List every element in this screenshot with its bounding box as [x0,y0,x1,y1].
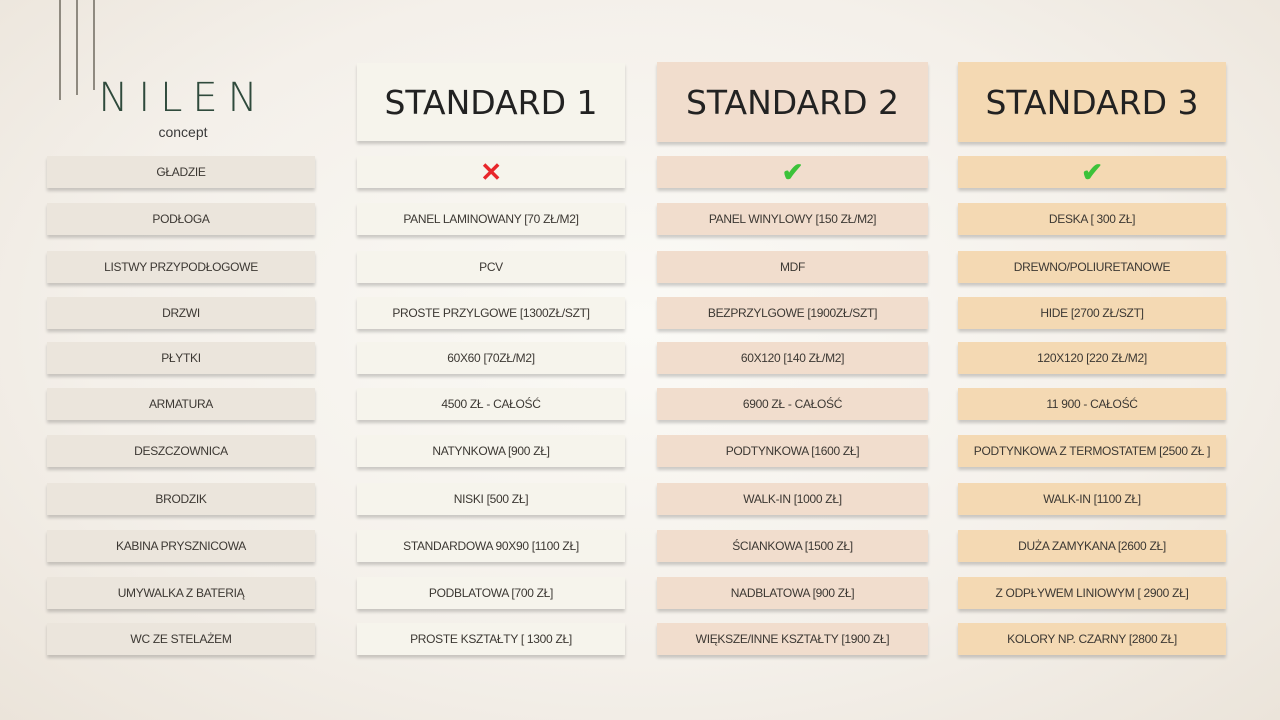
standard-2-cell: WIĘKSZE/INNE KSZTAŁTY [1900 ZŁ] [657,623,928,655]
header-standard-2: STANDARD 2 [657,62,928,142]
standard-2-cell: BEZPRZYLGOWE [1900ZŁ/SZT] [657,297,928,329]
row-label: KABINA PRYSZNICOWA [47,530,315,562]
logo-subtitle: concept [158,124,208,140]
decorative-line [93,0,95,90]
row-label: DESZCZOWNICA [47,435,315,467]
standard-1-cell: ✕ [357,156,625,188]
row-label: PODŁOGA [47,203,315,235]
standard-3-cell: DESKA [ 300 ZŁ] [958,203,1226,235]
standard-1-cell: 60X60 [70ZŁ/M2] [357,342,625,374]
standard-2-cell: WALK-IN [1000 ZŁ] [657,483,928,515]
decorative-line [59,0,61,100]
standard-3-cell: KOLORY NP. CZARNY [2800 ZŁ] [958,623,1226,655]
check-icon: ✔ [781,157,804,187]
standard-2-cell: MDF [657,251,928,283]
standard-1-cell: PCV [357,251,625,283]
standard-3-cell: HIDE [2700 ZŁ/SZT] [958,297,1226,329]
standard-1-cell: PROSTE PRZYLGOWE [1300ZŁ/SZT] [357,297,625,329]
standard-1-cell: 4500 ZŁ - CAŁOŚĆ [357,388,625,420]
standard-1-cell: PODBLATOWA [700 ZŁ] [357,577,625,609]
row-label: GŁADZIE [47,156,315,188]
cross-icon: ✕ [480,157,502,187]
standard-3-cell: PODTYNKOWA Z TERMOSTATEM [2500 ZŁ ] [958,435,1226,467]
row-label: BRODZIK [47,483,315,515]
standard-1-cell: STANDARDOWA 90X90 [1100 ZŁ] [357,530,625,562]
logo: NILEN concept [88,76,278,140]
standard-2-cell: NADBLATOWA [900 ZŁ] [657,577,928,609]
standard-3-cell: DREWNO/POLIURETANOWE [958,251,1226,283]
row-label: PŁYTKI [47,342,315,374]
standard-3-cell: DUŻA ZAMYKANA [2600 ZŁ] [958,530,1226,562]
standard-3-cell: ✔ [958,156,1226,188]
standard-3-cell: 11 900 - CAŁOŚĆ [958,388,1226,420]
row-label: DRZWI [47,297,315,329]
row-label: UMYWALKA Z BATERIĄ [47,577,315,609]
standard-2-cell: ✔ [657,156,928,188]
standard-2-cell: ŚCIANKOWA [1500 ZŁ] [657,530,928,562]
standard-1-cell: PANEL LAMINOWANY [70 ZŁ/M2] [357,203,625,235]
header-standard-3: STANDARD 3 [958,62,1226,142]
check-icon: ✔ [1081,157,1103,187]
standard-2-cell: PODTYNKOWA [1600 ZŁ] [657,435,928,467]
row-label: LISTWY PRZYPODŁOGOWE [47,251,315,283]
row-label: ARMATURA [47,388,315,420]
decorative-line [76,0,78,95]
standard-1-cell: NATYNKOWA [900 ZŁ] [357,435,625,467]
standard-3-cell: WALK-IN [1100 ZŁ] [958,483,1226,515]
standard-3-cell: Z ODPŁYWEM LINIOWYM [ 2900 ZŁ] [958,577,1226,609]
standard-2-cell: PANEL WINYLOWY [150 ZŁ/M2] [657,203,928,235]
standard-2-cell: 60X120 [140 ZŁ/M2] [657,342,928,374]
row-label: WC ZE STELAŻEM [47,623,315,655]
logo-wordmark: NILEN [98,75,268,121]
standard-2-cell: 6900 ZŁ - CAŁOŚĆ [657,388,928,420]
header-standard-1: STANDARD 1 [357,63,625,141]
standard-3-cell: 120X120 [220 ZŁ/M2] [958,342,1226,374]
standard-1-cell: NISKI [500 ZŁ] [357,483,625,515]
standard-1-cell: PROSTE KSZTAŁTY [ 1300 ZŁ] [357,623,625,655]
